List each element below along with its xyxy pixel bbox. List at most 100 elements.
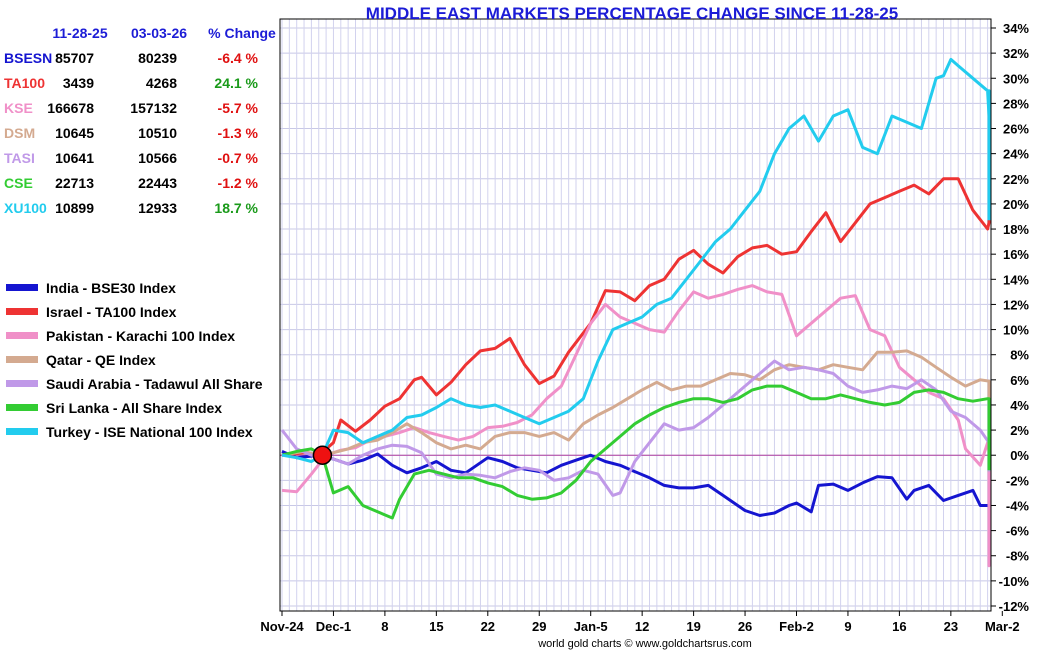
table-header: 11-28-25 <box>52 25 107 41</box>
y-tick-label: 28% <box>1003 96 1029 111</box>
y-tick-label: 24% <box>1003 147 1029 162</box>
table-change-value: -0.7 % <box>218 150 259 166</box>
legend-label: Pakistan - Karachi 100 Index <box>46 328 235 344</box>
table-end-value: 157132 <box>130 100 177 116</box>
legend-swatch <box>6 428 38 435</box>
y-tick-label: 8% <box>1010 348 1029 363</box>
start-marker <box>312 445 333 465</box>
table-code: TASI <box>4 150 35 166</box>
series-line-pakistan <box>281 284 991 568</box>
y-tick-label: -12% <box>999 599 1030 614</box>
legend-label: Turkey - ISE National 100 Index <box>46 424 253 440</box>
y-axis-ticks: 34% 32% 30% 28% 26% 24% 22% 20% 18% 16% 14% 12% 10% 8… <box>991 21 1029 614</box>
y-tick-label: 34% <box>1003 21 1029 36</box>
table-change-value: 18.7 % <box>214 200 258 216</box>
x-tick-label: Jan-5 <box>574 619 608 634</box>
x-tick-label: Mar-2 <box>985 619 1020 634</box>
table-start-value: 166678 <box>47 100 94 116</box>
legend: India - BSE30 Index Israel - TA100 Index P… <box>6 280 263 440</box>
y-tick-label: 12% <box>1003 297 1029 312</box>
y-tick-label: -8% <box>1006 549 1030 564</box>
x-tick-label: 23 <box>944 619 958 634</box>
x-tick-label: 8 <box>381 619 388 634</box>
change-table: 11-28-25 03-03-26 % Change BSESN 85707 80239 -… <box>4 25 276 216</box>
y-tick-label: 4% <box>1010 398 1029 413</box>
table-start-value: 10645 <box>55 125 94 141</box>
y-tick-label: 0% <box>1010 448 1029 463</box>
table-code: KSE <box>4 100 33 116</box>
table-end-value: 4268 <box>146 75 177 91</box>
legend-swatch <box>6 356 38 363</box>
x-tick-label: 16 <box>892 619 906 634</box>
table-start-value: 10899 <box>55 200 94 216</box>
y-tick-label: -2% <box>1006 473 1030 488</box>
table-code: TA100 <box>4 75 45 91</box>
y-tick-label: 22% <box>1003 172 1029 187</box>
x-tick-label: 12 <box>635 619 649 634</box>
table-end-value: 80239 <box>138 50 177 66</box>
y-tick-label: -6% <box>1006 524 1030 539</box>
x-tick-label: Nov-24 <box>260 619 304 634</box>
legend-swatch <box>6 380 38 387</box>
start-marker-dot <box>312 445 333 465</box>
legend-label: Qatar - QE Index <box>46 352 156 368</box>
series-line-india <box>281 450 991 536</box>
table-start-value: 10641 <box>55 150 94 166</box>
legend-swatch <box>6 308 38 315</box>
x-tick-label: Feb-2 <box>779 619 814 634</box>
y-tick-label: 20% <box>1003 197 1029 212</box>
chart-title: MIDDLE EAST MARKETS PERCENTAGE CHANGE SI… <box>366 4 898 23</box>
credit-text: world gold charts © www.goldchartsrus.co… <box>537 638 752 650</box>
y-tick-label: 6% <box>1010 373 1029 388</box>
table-start-value: 85707 <box>55 50 94 66</box>
y-tick-label: 10% <box>1003 323 1029 338</box>
grid <box>280 19 991 611</box>
series-line-israel <box>281 152 991 457</box>
table-change-value: -1.3 % <box>218 125 259 141</box>
y-tick-label: 16% <box>1003 247 1029 262</box>
x-tick-label: 22 <box>481 619 495 634</box>
y-tick-label: 32% <box>1003 46 1029 61</box>
table-code: CSE <box>4 175 33 191</box>
y-tick-label: 26% <box>1003 122 1029 137</box>
table-end-value: 22443 <box>138 175 177 191</box>
y-tick-label: 18% <box>1003 222 1029 237</box>
table-code: BSESN <box>4 50 52 66</box>
series-line-saudi <box>280 359 991 497</box>
table-header: 03-03-26 <box>131 25 187 41</box>
table-start-value: 3439 <box>63 75 94 91</box>
table-end-value: 10566 <box>138 150 177 166</box>
x-tick-label: 26 <box>738 619 752 634</box>
series-line-qatar <box>281 349 991 472</box>
legend-swatch <box>6 404 38 411</box>
legend-label: Sri Lanka - All Share Index <box>46 400 222 416</box>
x-axis-ticks: Nov-24 Dec-1 8 15 22 29 Jan-5 12 19 26 Feb-2 9 16 23 M… <box>260 611 1020 634</box>
y-tick-label: -10% <box>999 574 1030 589</box>
table-end-value: 10510 <box>138 125 177 141</box>
x-tick-label: 9 <box>844 619 851 634</box>
legend-label: Israel - TA100 Index <box>46 304 177 320</box>
legend-label: Saudi Arabia - Tadawul All Share <box>46 376 263 392</box>
table-code: DSM <box>4 125 35 141</box>
x-tick-label: 15 <box>429 619 443 634</box>
x-tick-label: 29 <box>532 619 546 634</box>
x-tick-label: 19 <box>686 619 700 634</box>
table-change-value: -5.7 % <box>218 100 259 116</box>
series-line-turkey <box>281 57 991 463</box>
y-tick-label: -4% <box>1006 498 1030 513</box>
plot-frame <box>279 18 992 612</box>
table-end-value: 12933 <box>138 200 177 216</box>
table-header: % Change <box>208 25 276 41</box>
table-start-value: 22713 <box>55 175 94 191</box>
y-tick-label: 30% <box>1003 71 1029 86</box>
legend-swatch <box>6 284 38 291</box>
legend-swatch <box>6 332 38 339</box>
legend-label: India - BSE30 Index <box>46 280 176 296</box>
table-change-value: -6.4 % <box>218 50 259 66</box>
x-tick-label: Dec-1 <box>316 619 351 634</box>
series-line-sri <box>281 384 991 520</box>
table-change-value: -1.2 % <box>218 175 259 191</box>
y-tick-label: 14% <box>1003 272 1029 287</box>
series-lines <box>280 57 991 568</box>
